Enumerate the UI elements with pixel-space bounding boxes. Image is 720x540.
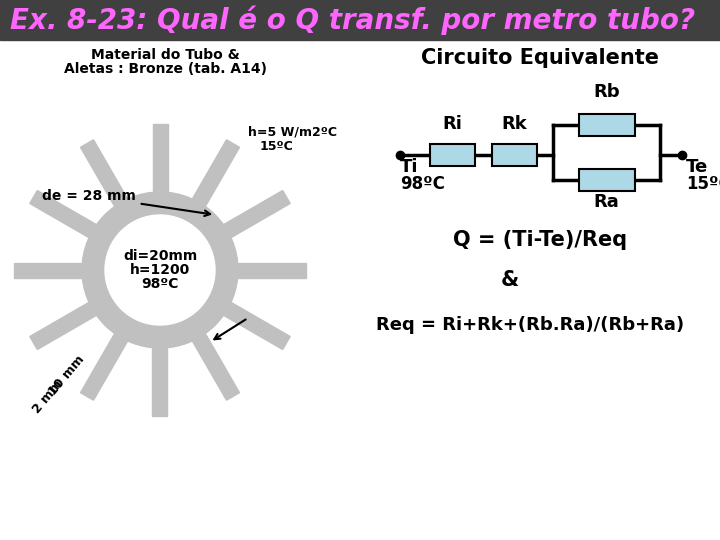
Text: 2 mm: 2 mm	[30, 378, 66, 416]
Polygon shape	[224, 191, 290, 238]
Polygon shape	[30, 191, 96, 238]
Text: di=20mm: di=20mm	[123, 249, 197, 263]
Polygon shape	[192, 140, 240, 206]
Polygon shape	[153, 348, 168, 416]
Text: Req = Ri+Rk+(Rb.Ra)/(Rb+Ra): Req = Ri+Rk+(Rb.Ra)/(Rb+Ra)	[376, 316, 684, 334]
Bar	[0, 0, 720, 40]
FancyBboxPatch shape	[492, 144, 537, 166]
Text: h=5 W/m2ºC: h=5 W/m2ºC	[248, 125, 337, 138]
Text: 98ºC: 98ºC	[141, 277, 179, 291]
Text: Te: Te	[686, 158, 708, 176]
Text: Rk: Rk	[502, 115, 527, 133]
Text: &: &	[501, 270, 519, 290]
Polygon shape	[81, 140, 127, 206]
Text: h=1200: h=1200	[130, 263, 190, 277]
Polygon shape	[153, 124, 168, 192]
Text: 98ºC: 98ºC	[400, 175, 445, 193]
FancyBboxPatch shape	[578, 114, 634, 136]
Polygon shape	[81, 334, 127, 400]
Polygon shape	[192, 334, 240, 400]
Circle shape	[82, 192, 238, 348]
Text: Aletas : Bronze (tab. A14): Aletas : Bronze (tab. A14)	[63, 62, 266, 76]
Text: Ra: Ra	[593, 193, 619, 211]
Text: 10 mm: 10 mm	[47, 353, 87, 397]
Text: de = 28 mm: de = 28 mm	[42, 189, 210, 216]
FancyBboxPatch shape	[430, 144, 475, 166]
Text: Rb: Rb	[593, 83, 620, 101]
Text: Ex. 8-23: Qual é o Q transf. por metro tubo?: Ex. 8-23: Qual é o Q transf. por metro t…	[10, 5, 695, 35]
Text: Material do Tubo &: Material do Tubo &	[91, 48, 239, 62]
Polygon shape	[224, 302, 290, 349]
Text: Ti: Ti	[400, 158, 418, 176]
Text: Ri: Ri	[443, 115, 462, 133]
Polygon shape	[14, 262, 82, 278]
Text: Q = (Ti-Te)/Req: Q = (Ti-Te)/Req	[453, 230, 627, 250]
Polygon shape	[30, 302, 96, 349]
Polygon shape	[238, 262, 306, 278]
Text: 15ºC: 15ºC	[260, 140, 294, 153]
Text: Circuito Equivalente: Circuito Equivalente	[421, 48, 659, 68]
FancyBboxPatch shape	[578, 169, 634, 191]
Text: 15ºC: 15ºC	[686, 175, 720, 193]
Circle shape	[105, 215, 215, 325]
